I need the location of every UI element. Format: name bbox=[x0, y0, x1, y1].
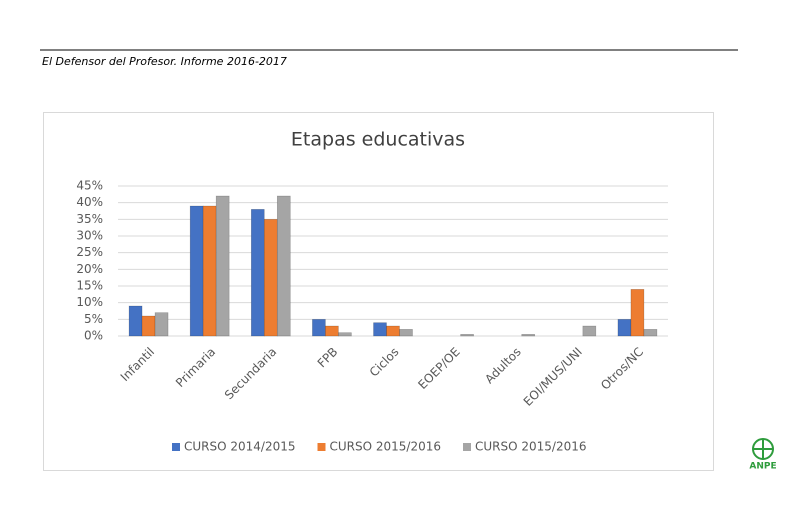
y-tick-label: 15% bbox=[76, 279, 103, 293]
bar bbox=[386, 325, 400, 337]
bar bbox=[582, 325, 597, 337]
y-tick-label: 5% bbox=[84, 312, 103, 326]
bar bbox=[643, 329, 658, 337]
y-tick-label: 35% bbox=[76, 212, 103, 226]
header-title: El Defensor del Profesor. Informe 2016-2… bbox=[42, 55, 287, 68]
y-tick-label: 45% bbox=[76, 179, 103, 193]
bar bbox=[373, 322, 387, 337]
y-tick-label: 0% bbox=[84, 329, 103, 343]
bar bbox=[399, 329, 413, 337]
y-tick-label: 30% bbox=[76, 229, 103, 243]
bar bbox=[521, 334, 536, 337]
legend-swatch bbox=[172, 443, 180, 451]
legend-label: CURSO 2014/2015 bbox=[184, 440, 296, 454]
bar bbox=[312, 319, 326, 337]
bar bbox=[154, 312, 169, 337]
legend-label: CURSO 2015/2016 bbox=[330, 440, 442, 454]
bar bbox=[617, 319, 632, 337]
bar bbox=[325, 325, 339, 337]
legend-swatch bbox=[317, 443, 326, 451]
y-tick-label: 40% bbox=[76, 195, 103, 209]
chart-frame bbox=[43, 112, 714, 471]
y-tick-label: 25% bbox=[76, 245, 103, 259]
logo-text: ANPE bbox=[749, 462, 776, 472]
bar bbox=[189, 205, 204, 337]
y-tick-label: 20% bbox=[76, 262, 103, 276]
bar bbox=[250, 209, 265, 337]
bar bbox=[460, 334, 474, 337]
bar bbox=[141, 315, 156, 337]
bar bbox=[630, 289, 645, 337]
y-tick-label: 10% bbox=[76, 295, 103, 309]
bar bbox=[215, 195, 230, 337]
logo: ANPE bbox=[749, 438, 777, 472]
bar bbox=[263, 219, 278, 337]
legend-swatch bbox=[463, 443, 471, 451]
bar bbox=[202, 205, 217, 337]
bar bbox=[276, 195, 291, 337]
chart-title: Etapas educativas bbox=[291, 129, 465, 151]
bar bbox=[128, 305, 143, 337]
bar bbox=[338, 332, 352, 337]
legend-label: CURSO 2015/2016 bbox=[475, 440, 587, 454]
